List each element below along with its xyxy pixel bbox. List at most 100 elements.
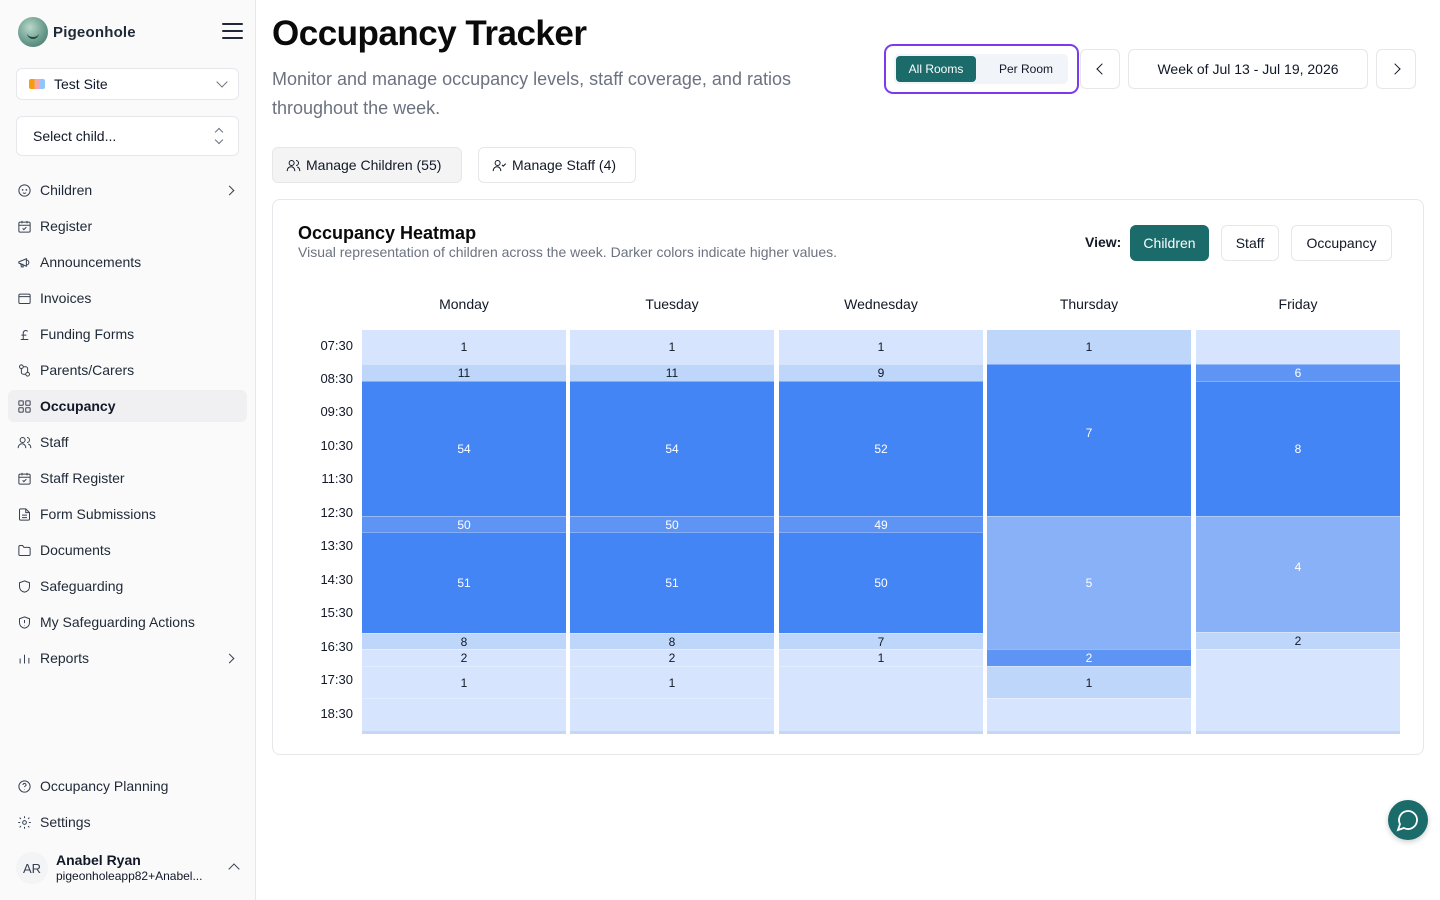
sidebar-item-safeguarding[interactable]: Safeguarding bbox=[8, 570, 247, 602]
site-select[interactable]: Test Site bbox=[16, 68, 239, 100]
pound-icon bbox=[16, 326, 32, 342]
week-picker[interactable]: Week of Jul 13 - Jul 19, 2026 bbox=[1128, 49, 1368, 89]
view-occupancy-button[interactable]: Occupancy bbox=[1291, 225, 1392, 261]
sidebar-item-occupancy-planning[interactable]: Occupancy Planning bbox=[8, 770, 247, 802]
heatmap-cell[interactable] bbox=[570, 698, 774, 734]
heatmap-cell[interactable]: 2 bbox=[1196, 632, 1400, 649]
heatmap-cell-value: 1 bbox=[1085, 340, 1093, 354]
heatmap-cell[interactable]: 50 bbox=[570, 516, 774, 532]
heatmap-cell[interactable] bbox=[1196, 330, 1400, 364]
heatmap-cell-value: 1 bbox=[668, 340, 676, 354]
heatmap-cell[interactable] bbox=[362, 698, 566, 734]
column-bottom-edge bbox=[1196, 731, 1400, 734]
day-header-wednesday: Wednesday bbox=[844, 296, 918, 312]
heatmap-cell[interactable]: 54 bbox=[362, 381, 566, 516]
heatmap-cell[interactable]: 1 bbox=[570, 330, 774, 364]
heatmap-cell[interactable]: 52 bbox=[779, 381, 983, 516]
sidebar-item-register[interactable]: Register bbox=[8, 210, 247, 242]
child-select[interactable]: Select child... bbox=[16, 116, 239, 156]
heatmap-cell[interactable]: 2 bbox=[362, 649, 566, 666]
heatmap-cell-value: 52 bbox=[874, 442, 888, 456]
heatmap-cell[interactable]: 4 bbox=[1196, 516, 1400, 632]
user-menu[interactable]: AR Anabel Ryan pigeonholeapp82+Anabel... bbox=[16, 848, 244, 888]
heatmap-cell[interactable]: 7 bbox=[779, 633, 983, 649]
heatmap-cell[interactable]: 1 bbox=[570, 666, 774, 698]
chat-button[interactable] bbox=[1388, 800, 1428, 840]
page-subtitle: Monitor and manage occupancy levels, sta… bbox=[272, 69, 791, 118]
heatmap-cell[interactable] bbox=[987, 698, 1191, 734]
sidebar-item-label: Occupancy bbox=[40, 398, 116, 414]
heatmap-cell-value: 50 bbox=[665, 517, 679, 532]
heatmap-cell[interactable]: 51 bbox=[362, 532, 566, 633]
heatmap-cell[interactable]: 11 bbox=[362, 364, 566, 381]
heatmap-cell[interactable]: 8 bbox=[362, 633, 566, 649]
heatmap-column-thursday: 1 7 5 2 1 bbox=[987, 330, 1191, 734]
heatmap-cell[interactable]: 7 bbox=[987, 364, 1191, 516]
user-name: Anabel Ryan bbox=[56, 852, 141, 868]
next-week-button[interactable] bbox=[1376, 49, 1416, 89]
heatmap-cell[interactable] bbox=[779, 666, 983, 734]
heatmap-cell[interactable]: 8 bbox=[570, 633, 774, 649]
sidebar-item-form-submissions[interactable]: Form Submissions bbox=[8, 498, 247, 530]
manage-staff-button[interactable]: Manage Staff (4) bbox=[478, 147, 636, 183]
heatmap-cell-value: 4 bbox=[1294, 559, 1302, 574]
chevron-up-icon bbox=[228, 863, 240, 875]
heatmap-cell-value: 8 bbox=[460, 634, 468, 649]
sidebar-item-invoices[interactable]: Invoices bbox=[8, 282, 247, 314]
heatmap-cell-value: 8 bbox=[1294, 442, 1302, 456]
heatmap-cell[interactable]: 1 bbox=[987, 330, 1191, 364]
heatmap-cell[interactable]: 1 bbox=[779, 649, 983, 666]
heatmap-cell[interactable]: 11 bbox=[570, 364, 774, 381]
grid-icon bbox=[16, 398, 32, 414]
heatmap-cell[interactable]: 5 bbox=[987, 516, 1191, 649]
heatmap-cell[interactable] bbox=[1196, 649, 1400, 734]
previous-week-button[interactable] bbox=[1080, 49, 1120, 89]
brand[interactable]: Pigeonhole bbox=[18, 16, 136, 48]
heatmap-cell[interactable]: 1 bbox=[362, 666, 566, 698]
sidebar-item-children[interactable]: Children bbox=[8, 174, 247, 206]
heatmap-cell[interactable]: 51 bbox=[570, 532, 774, 633]
manage-children-label: Manage Children (55) bbox=[306, 157, 442, 173]
heatmap-cell-value: 8 bbox=[668, 634, 676, 649]
file-text-icon bbox=[16, 506, 32, 522]
all-rooms-toggle[interactable]: All Rooms bbox=[896, 56, 976, 82]
heatmap-cell[interactable]: 50 bbox=[362, 516, 566, 532]
heatmap-cell[interactable]: 2 bbox=[570, 649, 774, 666]
sidebar-item-my-safeguarding-actions[interactable]: My Safeguarding Actions bbox=[8, 606, 247, 638]
shield-alert-icon bbox=[16, 614, 32, 630]
heatmap-cell[interactable]: 8 bbox=[1196, 381, 1400, 516]
manage-children-button[interactable]: Manage Children (55) bbox=[272, 147, 462, 183]
view-staff-button[interactable]: Staff bbox=[1221, 225, 1279, 261]
sidebar-item-occupancy[interactable]: Occupancy bbox=[8, 390, 247, 422]
heatmap-cell[interactable]: 2 bbox=[987, 649, 1191, 666]
sidebar-item-staff[interactable]: Staff bbox=[8, 426, 247, 458]
heatmap-cell[interactable]: 1 bbox=[987, 666, 1191, 698]
heatmap-cell[interactable]: 1 bbox=[779, 330, 983, 364]
users-icon bbox=[286, 159, 301, 171]
sidebar-item-announcements[interactable]: Announcements bbox=[8, 246, 247, 278]
heatmap-cell[interactable]: 50 bbox=[779, 532, 983, 633]
sidebar-item-label: Funding Forms bbox=[40, 326, 135, 342]
heatmap-cell-value: 50 bbox=[874, 576, 888, 590]
sidebar-item-documents[interactable]: Documents bbox=[8, 534, 247, 566]
view-children-button[interactable]: Children bbox=[1130, 225, 1209, 261]
heatmap-cell[interactable]: 49 bbox=[779, 516, 983, 532]
column-bottom-edge bbox=[362, 731, 566, 734]
room-toggle: All Rooms Per Room bbox=[884, 44, 1079, 94]
heatmap-cell[interactable]: 54 bbox=[570, 381, 774, 516]
sidebar-item-label: My Safeguarding Actions bbox=[40, 614, 195, 630]
heatmap-cell[interactable]: 6 bbox=[1196, 364, 1400, 381]
sidebar: Pigeonhole Test Site Select child... Chi… bbox=[0, 0, 256, 900]
sidebar-item-parents-carers[interactable]: Parents/Carers bbox=[8, 354, 247, 386]
heatmap-cell-value: 1 bbox=[460, 340, 468, 354]
menu-toggle-icon[interactable] bbox=[222, 23, 243, 41]
sidebar-item-funding-forms[interactable]: Funding Forms bbox=[8, 318, 247, 350]
heatmap-cell[interactable]: 1 bbox=[362, 330, 566, 364]
sidebar-item-staff-register[interactable]: Staff Register bbox=[8, 462, 247, 494]
sidebar-item-reports[interactable]: Reports bbox=[8, 642, 247, 674]
sidebar-item-settings[interactable]: Settings bbox=[8, 806, 247, 838]
per-room-toggle[interactable]: Per Room bbox=[998, 62, 1054, 76]
wallet-icon bbox=[16, 290, 32, 306]
heatmap-cell-value: 54 bbox=[665, 442, 679, 456]
heatmap-cell[interactable]: 9 bbox=[779, 364, 983, 381]
